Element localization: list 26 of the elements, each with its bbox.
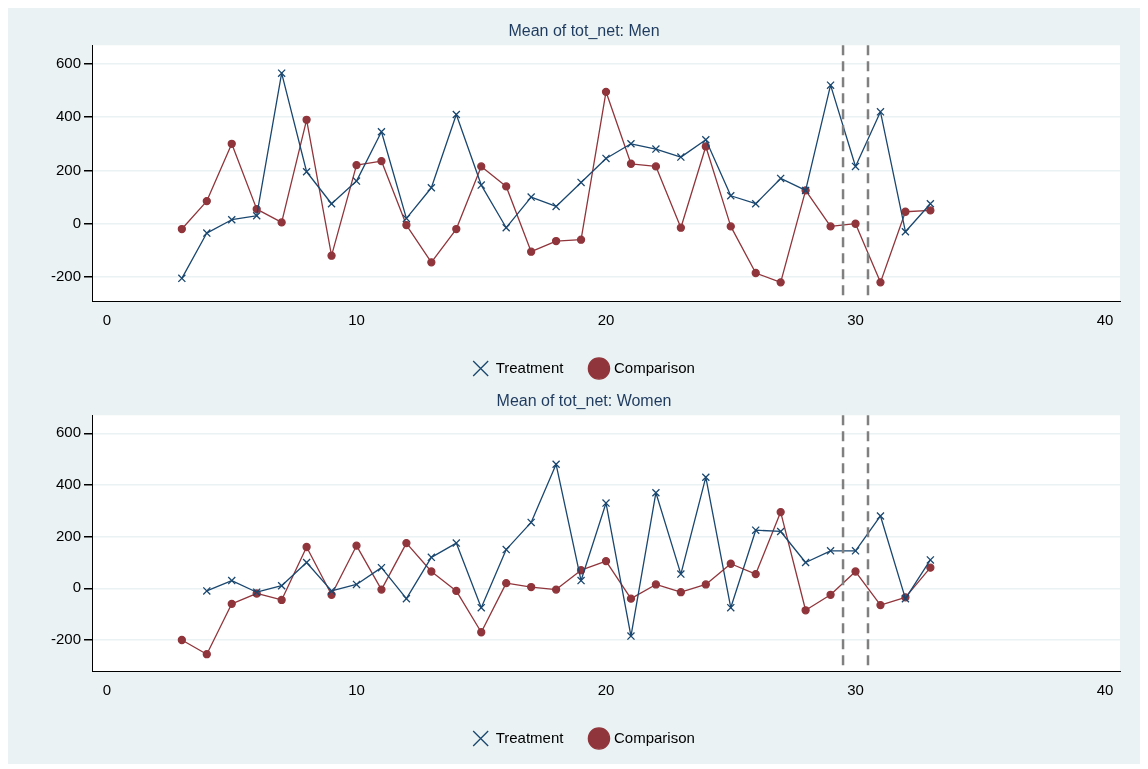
x-tick-label: 30 bbox=[847, 681, 864, 699]
y-tick-label: 600 bbox=[55, 53, 82, 71]
x-tick-label: 0 bbox=[102, 311, 112, 329]
legend-label: Comparison bbox=[613, 358, 695, 376]
legend-label: Treatment bbox=[495, 728, 565, 746]
y-tick-label: 400 bbox=[55, 107, 82, 125]
legend-label: Treatment bbox=[495, 358, 565, 376]
x-tick-label: 40 bbox=[1096, 311, 1114, 329]
legend-label: Comparison bbox=[613, 728, 695, 746]
y-tick-label: -200 bbox=[50, 630, 82, 648]
x-tick-label: 20 bbox=[597, 311, 615, 329]
y-tick-label: 600 bbox=[55, 423, 82, 441]
x-tick-label: 0 bbox=[102, 681, 112, 699]
y-tick-label: 0 bbox=[72, 213, 82, 231]
y-tick-label: 400 bbox=[55, 475, 82, 493]
y-tick-label: -200 bbox=[50, 267, 82, 285]
chart-title: Mean of tot_net: Women bbox=[496, 392, 672, 411]
x-tick-label: 20 bbox=[597, 681, 615, 699]
x-tick-label: 40 bbox=[1096, 681, 1114, 699]
y-tick-label: 0 bbox=[72, 578, 82, 596]
chart-title: Mean of tot_net: Men bbox=[508, 22, 660, 41]
x-tick-label: 10 bbox=[348, 681, 365, 699]
y-tick-label: 200 bbox=[55, 160, 82, 178]
x-tick-label: 30 bbox=[847, 311, 864, 329]
x-tick-label: 10 bbox=[348, 311, 365, 329]
y-tick-label: 200 bbox=[55, 526, 82, 544]
